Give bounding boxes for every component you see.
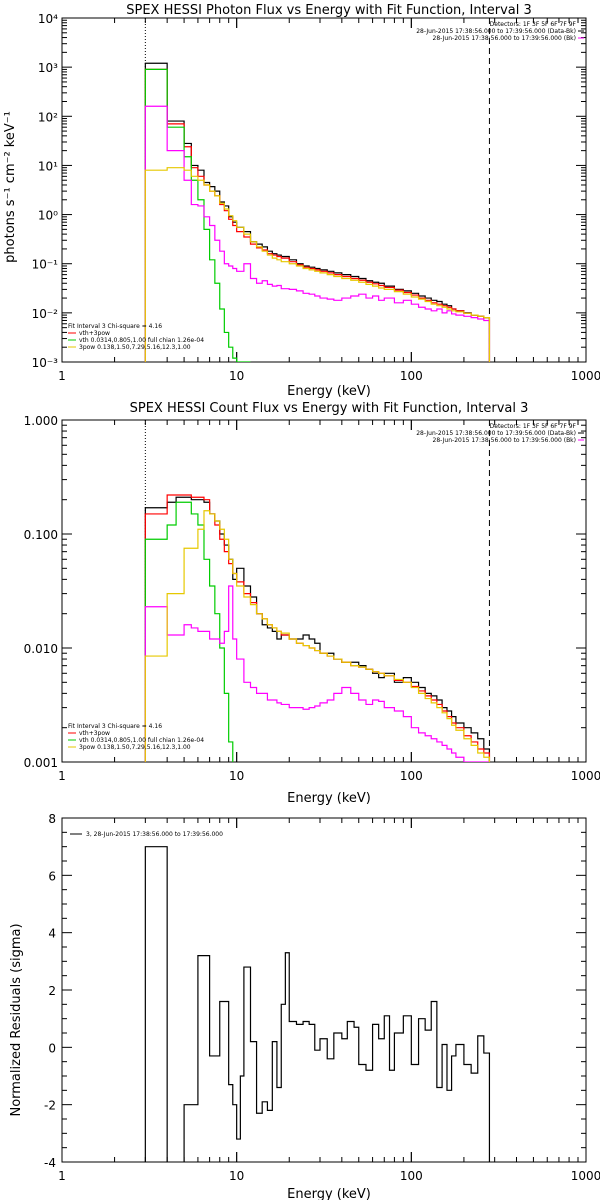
panel2-xlabel: Energy (keV) xyxy=(287,791,371,806)
y-tick-label: 0.100 xyxy=(24,528,58,542)
series-1-line xyxy=(144,846,491,1162)
panel3-ylabel: Normalized Residuals (sigma) xyxy=(9,923,24,1116)
y-tick-label: 10¹ xyxy=(38,159,58,173)
y-tick-label: 0.001 xyxy=(24,756,58,770)
panel-1: 1 10 100 1000 10⁻³ 10⁻² 10⁻¹ 10⁰ 10¹ 10² 10³ 10⁴ Det… xyxy=(32,12,600,383)
x-tick-label: 10 xyxy=(229,1169,244,1183)
y-tick-label: 10⁻¹ xyxy=(32,258,59,272)
legend-bottom-left-entry: 3pow 0.138,1.50,7.29,5.16,12.3,1.00 xyxy=(79,744,191,751)
x-tick-label: 100 xyxy=(400,769,423,783)
series-2-line xyxy=(144,68,491,362)
panel1-title: SPEX HESSI Photon Flux vs Energy with Fi… xyxy=(126,3,532,18)
y-tick-label: -4 xyxy=(44,1156,56,1170)
legend-bottom-left-entry: Fit Interval 3 Chi-square = 4.16 xyxy=(68,723,162,730)
y-tick-label: 10² xyxy=(38,110,58,124)
y-tick-label: 10⁻³ xyxy=(32,356,59,370)
y-tick-label: 2 xyxy=(48,984,56,998)
legend-bottom-left-entry: vth 0.0314,0.805,1.00 full chian 1.26e-0… xyxy=(79,337,204,344)
x-tick-label: 10 xyxy=(229,369,244,383)
x-tick-label: 100 xyxy=(400,1169,423,1183)
legend-bottom-left-entry: vth 0.0314,0.805,1.00 full chian 1.26e-0… xyxy=(79,737,204,744)
series-5-line xyxy=(144,510,491,762)
y-tick-label: 0.010 xyxy=(24,642,58,656)
series-3-line xyxy=(144,501,234,762)
x-tick-label: 1 xyxy=(58,369,66,383)
series-1-line xyxy=(144,496,491,762)
panel2-title: SPEX HESSI Count Flux vs Energy with Fit… xyxy=(130,401,529,416)
x-tick-label: 1 xyxy=(58,1169,66,1183)
legend-bottom-left-entry: vth+3pow xyxy=(79,330,110,337)
x-tick-label: 10 xyxy=(229,769,244,783)
plot-frame xyxy=(61,419,587,763)
panel1-xlabel: Energy (keV) xyxy=(287,384,371,399)
x-tick-label: 1 xyxy=(58,769,66,783)
x-tick-label: 100 xyxy=(400,369,423,383)
y-tick-label: 10⁴ xyxy=(38,12,58,26)
series-1-line xyxy=(144,62,491,362)
legend-bottom-left-entry: vth+3pow xyxy=(79,730,110,737)
legend-top-right-entry: Detectors: 1F 3F 5F 6F 7F 9F xyxy=(490,21,577,28)
series-3-line xyxy=(144,68,251,362)
x-tick-label: 1000 xyxy=(571,1169,600,1183)
series-5-line xyxy=(144,167,491,362)
series-4-line xyxy=(144,585,490,762)
y-tick-label: 1.000 xyxy=(24,414,58,428)
legend-bottom-left-entry: Fit Interval 3 Chi-square = 4.16 xyxy=(68,323,162,330)
series-group xyxy=(144,62,491,362)
series-4-line xyxy=(144,105,491,362)
plot-frame xyxy=(61,17,587,363)
legend-top-right-entry: 28-Jun-2015 17:38:56.000 to 17:39:56.000… xyxy=(416,28,576,35)
legend-top-right-entry: 28-Jun-2015 17:38:56.000 to 17:39:56.000… xyxy=(433,35,576,42)
panel-2: 1 10 100 1000 0.001 0.010 0.100 1.000 Detectors:… xyxy=(24,414,600,783)
series-group xyxy=(144,494,491,762)
legend-top-right-entry: 28-Jun-2015 17:38:56.000 to 17:39:56.000… xyxy=(416,430,576,437)
y-tick-label: 6 xyxy=(48,869,56,883)
legend-bottom-left-entry: 3pow 0.138,1.50,7.29,5.16,12.3,1.00 xyxy=(79,344,191,351)
panel-3: 1 10 100 1000 -4 -2 0 2 4 6 8 3, 28-Jun-2015 17:38:… xyxy=(44,812,600,1183)
y-tick-label: 8 xyxy=(48,812,56,826)
x-tick-label: 1000 xyxy=(571,769,600,783)
y-tick-label: 0 xyxy=(48,1041,56,1055)
legend-top-right-entry: Detectors: 1F 3F 5F 6F 7F 9F xyxy=(490,423,577,430)
y-tick-label: 4 xyxy=(48,927,56,941)
panel1-ylabel: photons s⁻¹ cm⁻² keV⁻¹ xyxy=(3,111,18,263)
y-tick-label: -2 xyxy=(44,1099,56,1113)
x-tick-label: 1000 xyxy=(571,369,600,383)
panel3-xlabel: Energy (keV) xyxy=(287,1187,371,1200)
y-tick-label: 10⁻² xyxy=(32,307,59,321)
y-tick-label: 10⁰ xyxy=(38,209,58,223)
legend-top-right-entry: 28-Jun-2015 17:38:56.000 to 17:39:56.000… xyxy=(433,437,576,444)
y-tick-label: 10³ xyxy=(38,61,58,75)
legend-top-left-entry: 3, 28-Jun-2015 17:38:56.000 to 17:39:56.… xyxy=(86,831,223,838)
series-group xyxy=(144,846,491,1162)
plot-frame xyxy=(61,817,587,1163)
